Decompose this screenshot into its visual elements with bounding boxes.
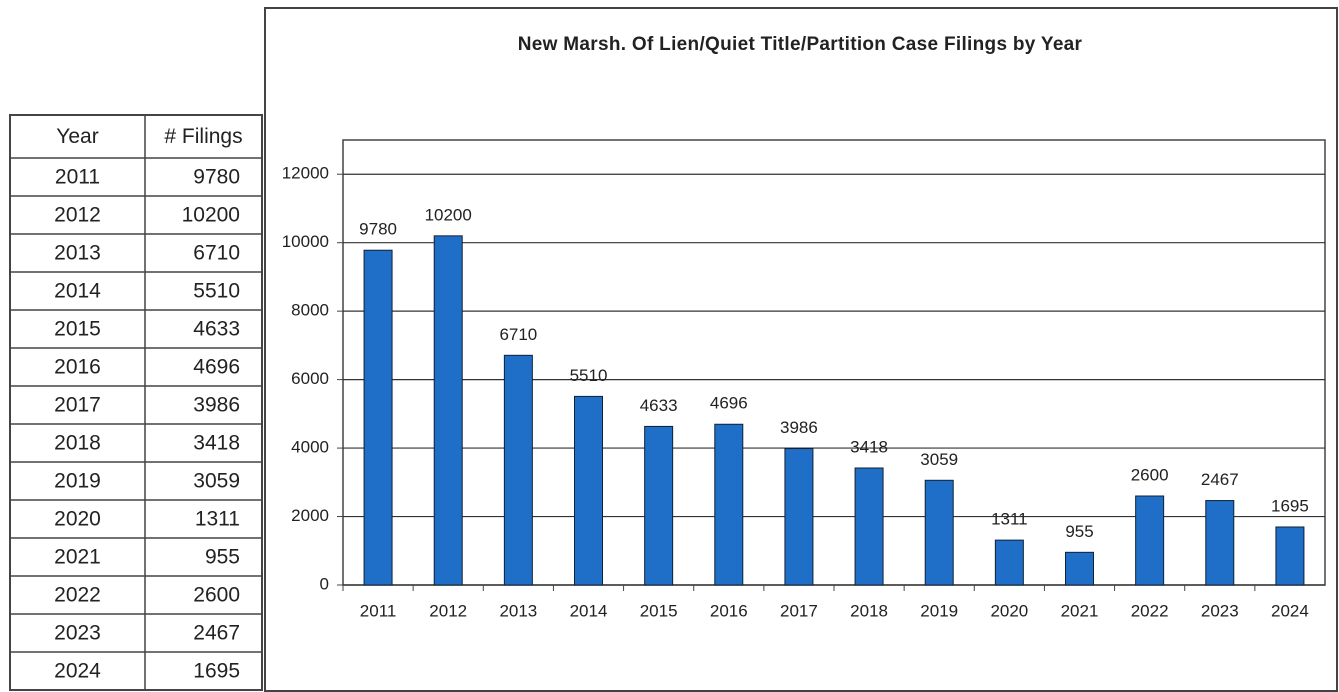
table-cell: 2013 — [54, 242, 101, 265]
value-label: 1311 — [991, 510, 1028, 529]
x-tick-label: 2014 — [570, 601, 608, 620]
value-label: 955 — [1065, 522, 1093, 541]
x-tick-label: 2022 — [1131, 601, 1169, 620]
table-cell: 5510 — [193, 280, 240, 303]
bar — [924, 479, 954, 586]
bar — [363, 249, 393, 586]
table-cell: 4696 — [193, 356, 240, 379]
table-cell: 2014 — [54, 280, 101, 303]
table-border — [9, 114, 263, 691]
value-label: 2467 — [1201, 470, 1239, 489]
table-cell: 2022 — [54, 584, 101, 607]
x-tick-label: 2018 — [850, 601, 888, 620]
x-tick-label: 2011 — [360, 601, 397, 620]
chart-title: New Marsh. Of Lien/Quiet Title/Partition… — [518, 34, 1083, 55]
x-tick-label: 2021 — [1061, 601, 1099, 620]
bar — [1065, 551, 1094, 586]
x-tick-label: 2015 — [640, 601, 678, 620]
x-tick-label: 2017 — [780, 601, 818, 620]
x-tick-label: 2016 — [710, 601, 748, 620]
table-cell: 2019 — [54, 470, 101, 493]
x-tick-label: 2024 — [1271, 601, 1309, 620]
y-tick-label: 12000 — [282, 164, 329, 183]
value-label: 1695 — [1271, 496, 1309, 515]
bar — [854, 467, 884, 586]
y-tick-label: 0 — [320, 574, 329, 593]
table-cell: 2018 — [54, 432, 101, 455]
table-cell: 2600 — [193, 584, 240, 607]
bar — [1205, 500, 1235, 586]
table-cell: 2021 — [54, 546, 101, 569]
value-label: 2600 — [1131, 465, 1169, 484]
bar — [784, 448, 814, 586]
y-tick-label: 2000 — [291, 506, 329, 525]
x-tick-label: 2020 — [990, 601, 1028, 620]
table-cell: 2024 — [54, 660, 101, 683]
bar — [714, 423, 744, 586]
table: Year # Filings 2011 9780 2012 10200 2013 6710 20… — [9, 114, 263, 691]
x-tick-label: 2013 — [499, 601, 537, 620]
x-tick-label: 2012 — [429, 601, 467, 620]
value-label: 9780 — [359, 220, 397, 239]
y-tick-label: 8000 — [291, 301, 329, 320]
table-header: Year — [56, 125, 98, 148]
table-cell: 4633 — [193, 318, 240, 341]
bar — [574, 395, 603, 586]
bar — [994, 539, 1024, 586]
y-tick-label: 6000 — [291, 369, 329, 388]
value-label: 10200 — [425, 205, 472, 224]
value-label: 3059 — [920, 450, 958, 469]
table-header: # Filings — [164, 125, 242, 148]
table-cell: 2016 — [54, 356, 101, 379]
table-cell: 2467 — [193, 622, 240, 645]
table-cell: 2015 — [54, 318, 101, 341]
table-cell: 10200 — [182, 204, 240, 227]
value-label: 4633 — [640, 396, 678, 415]
table-cell: 2011 — [55, 166, 100, 189]
y-tick-label: 10000 — [282, 232, 329, 251]
value-label: 3418 — [850, 437, 888, 456]
value-label: 3986 — [780, 418, 818, 437]
plot-area — [342, 139, 1326, 586]
bar — [503, 354, 533, 586]
table-cell: 955 — [205, 546, 240, 569]
x-tick-label: 2023 — [1201, 601, 1239, 620]
table-cell: 3059 — [193, 470, 240, 493]
bar — [433, 235, 463, 586]
value-label: 5510 — [570, 366, 608, 385]
table-cell: 2017 — [54, 394, 101, 417]
bar — [644, 425, 674, 586]
table-cell: 1695 — [193, 660, 240, 683]
table-cell: 2020 — [54, 508, 101, 531]
bar — [1135, 495, 1165, 586]
value-label: 4696 — [710, 394, 748, 413]
y-tick-label: 4000 — [291, 438, 329, 457]
bar — [1275, 526, 1305, 586]
value-label: 6710 — [499, 325, 537, 344]
table-cell: 1311 — [195, 508, 240, 531]
table-cell: 2023 — [54, 622, 101, 645]
table-cell: 3986 — [193, 394, 240, 417]
x-tick-label: 2019 — [920, 601, 958, 620]
table-cell: 6710 — [193, 242, 240, 265]
table-cell: 2012 — [54, 204, 101, 227]
table-cell: 9780 — [193, 166, 240, 189]
table-cell: 3418 — [193, 432, 240, 455]
